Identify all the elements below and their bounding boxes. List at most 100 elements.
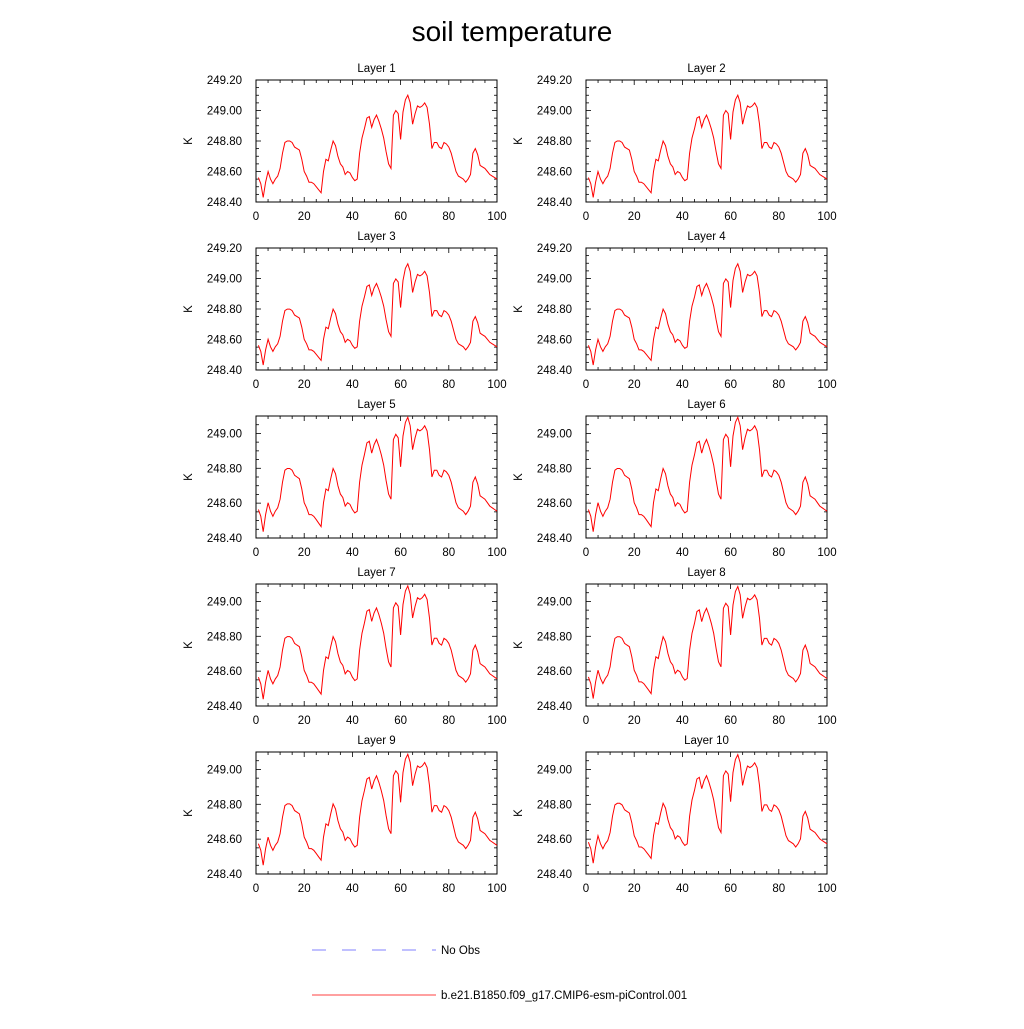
panel-7: Layer 7 K 0 20 40 60 80 100 248.40 248.60 248.80 24…	[183, 567, 507, 727]
x-tick-label: 60	[724, 715, 737, 727]
x-tick-label: 100	[817, 547, 836, 559]
panel-10: Layer 10 K 0 20 40 60 80 100 248.40 248.60 248.80 2…	[513, 735, 837, 895]
y-tick-label: 248.40	[537, 197, 572, 209]
x-tick-label: 20	[628, 715, 641, 727]
x-tick-label: 40	[676, 547, 689, 559]
figure-title: soil temperature	[412, 16, 613, 47]
y-tick-label: 248.40	[207, 197, 242, 209]
y-tick-label: 248.40	[537, 365, 572, 377]
x-tick-label: 60	[394, 715, 407, 727]
panel-title: Layer 5	[357, 399, 395, 411]
series-line	[257, 262, 498, 366]
y-tick-label: 248.60	[537, 335, 572, 347]
x-tick-label: 20	[298, 883, 311, 895]
x-tick-label: 100	[817, 883, 836, 895]
x-tick-label: 20	[298, 379, 311, 391]
y-tick-label: 249.00	[537, 274, 572, 286]
y-tick-label: 248.60	[537, 167, 572, 179]
x-tick-label: 80	[772, 547, 785, 559]
y-tick-label: 248.40	[207, 869, 242, 881]
y-axis-label: K	[183, 641, 195, 649]
x-tick-label: 80	[442, 547, 455, 559]
y-tick-label: 248.80	[207, 799, 242, 811]
panel-title: Layer 1	[357, 63, 395, 75]
x-tick-label: 80	[772, 211, 785, 223]
x-tick-label: 0	[253, 715, 259, 727]
x-tick-label: 0	[583, 211, 589, 223]
y-tick-label: 248.40	[537, 869, 572, 881]
y-tick-label: 249.00	[537, 428, 572, 440]
y-tick-label: 248.60	[537, 498, 572, 510]
x-tick-label: 40	[346, 883, 359, 895]
series-line	[587, 262, 828, 366]
y-tick-label: 248.60	[207, 498, 242, 510]
y-tick-label: 248.40	[207, 533, 242, 545]
x-tick-label: 20	[628, 883, 641, 895]
x-tick-label: 80	[442, 883, 455, 895]
x-tick-label: 100	[487, 211, 506, 223]
x-tick-label: 40	[676, 715, 689, 727]
legend-label-model: b.e21.B1850.f09_g17.CMIP6-esm-piControl.…	[441, 990, 687, 1002]
y-axis-label: K	[183, 473, 195, 481]
series-line	[257, 93, 498, 198]
panel-title: Layer 7	[357, 567, 395, 579]
x-tick-label: 0	[253, 379, 259, 391]
plot-frame	[585, 415, 828, 539]
x-tick-label: 20	[628, 379, 641, 391]
x-tick-label: 0	[253, 211, 259, 223]
plot-frame	[255, 751, 498, 875]
x-tick-label: 80	[442, 379, 455, 391]
y-tick-label: 248.80	[207, 136, 242, 148]
x-tick-label: 0	[583, 715, 589, 727]
x-tick-label: 40	[346, 715, 359, 727]
x-tick-label: 80	[442, 211, 455, 223]
y-tick-label: 249.20	[207, 243, 242, 255]
panel-2: Layer 2 K 0 20 40 60 80 100 248.40 248.60 248.80 24…	[513, 63, 837, 223]
x-tick-label: 20	[298, 211, 311, 223]
x-tick-label: 60	[724, 379, 737, 391]
x-tick-label: 0	[253, 883, 259, 895]
x-tick-label: 100	[487, 547, 506, 559]
y-axis-label: K	[513, 137, 525, 145]
x-tick-label: 40	[346, 379, 359, 391]
plot-frame	[585, 751, 828, 875]
series-line	[587, 415, 828, 532]
plot-frame	[585, 583, 828, 707]
x-tick-label: 0	[583, 379, 589, 391]
panel-title: Layer 4	[687, 231, 726, 243]
panel-title: Layer 2	[687, 63, 725, 75]
y-tick-label: 248.80	[537, 136, 572, 148]
y-tick-label: 248.60	[207, 834, 242, 846]
y-tick-label: 248.40	[207, 701, 242, 713]
y-tick-label: 249.00	[207, 428, 242, 440]
x-tick-label: 100	[817, 715, 836, 727]
y-tick-label: 248.40	[537, 533, 572, 545]
panel-4: Layer 4 K 0 20 40 60 80 100 248.40 248.60 248.80 24…	[513, 231, 837, 391]
y-tick-label: 248.80	[207, 304, 242, 316]
plot-frame	[255, 415, 498, 539]
y-tick-label: 248.80	[537, 304, 572, 316]
y-tick-label: 249.00	[207, 106, 242, 118]
x-tick-label: 60	[394, 547, 407, 559]
y-tick-label: 248.80	[207, 463, 242, 475]
y-axis-label: K	[183, 305, 195, 313]
x-tick-label: 60	[394, 379, 407, 391]
x-tick-label: 60	[724, 547, 737, 559]
y-tick-label: 249.20	[207, 75, 242, 87]
x-tick-label: 0	[583, 547, 589, 559]
x-tick-label: 40	[346, 547, 359, 559]
y-tick-label: 248.40	[207, 365, 242, 377]
panel-1: Layer 1 K 0 20 40 60 80 100 248.40 248.60 248.80 24…	[183, 63, 507, 223]
y-tick-label: 248.80	[537, 463, 572, 475]
x-tick-label: 60	[724, 211, 737, 223]
x-tick-label: 80	[772, 379, 785, 391]
y-tick-label: 248.60	[537, 666, 572, 678]
y-tick-label: 249.20	[537, 75, 572, 87]
x-tick-label: 60	[724, 883, 737, 895]
x-tick-label: 100	[487, 379, 506, 391]
panel-title: Layer 3	[357, 231, 395, 243]
y-axis-label: K	[513, 809, 525, 817]
legend-label-no-obs: No Obs	[441, 945, 480, 957]
series-line	[587, 93, 828, 198]
panel-9: Layer 9 K 0 20 40 60 80 100 248.40 248.60 248.80 24…	[183, 735, 507, 895]
